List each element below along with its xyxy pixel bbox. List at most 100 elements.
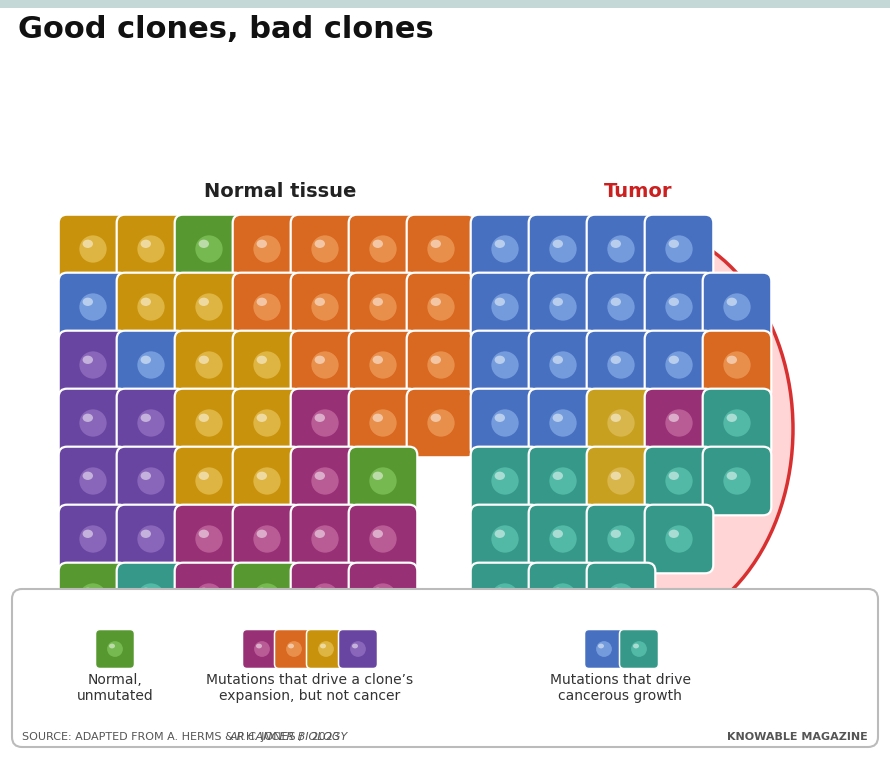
Ellipse shape — [83, 356, 93, 364]
Ellipse shape — [373, 356, 383, 364]
Ellipse shape — [312, 235, 339, 263]
Ellipse shape — [288, 644, 294, 648]
Ellipse shape — [633, 644, 639, 648]
FancyBboxPatch shape — [471, 215, 539, 283]
Text: Mutations that drive a clone’s
expansion, but not cancer: Mutations that drive a clone’s expansion… — [206, 673, 414, 703]
FancyBboxPatch shape — [291, 562, 360, 631]
Ellipse shape — [431, 298, 441, 306]
Ellipse shape — [373, 587, 383, 596]
FancyBboxPatch shape — [349, 215, 417, 283]
Ellipse shape — [83, 240, 93, 248]
Ellipse shape — [491, 525, 519, 553]
Ellipse shape — [553, 298, 563, 306]
Ellipse shape — [607, 584, 635, 611]
Ellipse shape — [312, 468, 339, 495]
Ellipse shape — [256, 587, 267, 596]
FancyBboxPatch shape — [529, 389, 597, 458]
Ellipse shape — [369, 351, 397, 379]
Ellipse shape — [198, 414, 209, 422]
FancyBboxPatch shape — [471, 331, 539, 399]
Ellipse shape — [596, 641, 612, 657]
FancyBboxPatch shape — [471, 389, 539, 458]
Ellipse shape — [373, 298, 383, 306]
FancyBboxPatch shape — [232, 505, 302, 573]
Ellipse shape — [631, 641, 647, 657]
FancyBboxPatch shape — [587, 389, 655, 458]
FancyBboxPatch shape — [407, 389, 475, 458]
Ellipse shape — [254, 409, 280, 436]
FancyBboxPatch shape — [174, 562, 243, 631]
Ellipse shape — [611, 471, 621, 480]
FancyBboxPatch shape — [529, 215, 597, 283]
Ellipse shape — [491, 235, 519, 263]
FancyBboxPatch shape — [117, 215, 185, 283]
Ellipse shape — [427, 235, 455, 263]
Ellipse shape — [549, 584, 577, 611]
Ellipse shape — [726, 298, 737, 306]
Ellipse shape — [198, 471, 209, 480]
Ellipse shape — [553, 587, 563, 596]
Text: 2023: 2023 — [309, 732, 340, 742]
Ellipse shape — [83, 414, 93, 422]
Ellipse shape — [314, 471, 325, 480]
FancyBboxPatch shape — [349, 331, 417, 399]
Ellipse shape — [726, 356, 737, 364]
FancyBboxPatch shape — [117, 272, 185, 342]
Text: Good clones, bad clones: Good clones, bad clones — [18, 15, 433, 44]
Ellipse shape — [79, 293, 107, 320]
FancyBboxPatch shape — [59, 447, 127, 515]
FancyBboxPatch shape — [407, 215, 475, 283]
Ellipse shape — [431, 414, 441, 422]
Ellipse shape — [141, 240, 151, 248]
FancyBboxPatch shape — [274, 629, 313, 669]
FancyBboxPatch shape — [306, 629, 345, 669]
Ellipse shape — [611, 356, 621, 364]
Ellipse shape — [195, 293, 222, 320]
Ellipse shape — [195, 525, 222, 553]
FancyBboxPatch shape — [12, 589, 878, 747]
Text: KNOWABLE MAGAZINE: KNOWABLE MAGAZINE — [727, 732, 868, 742]
Ellipse shape — [495, 530, 505, 538]
Ellipse shape — [137, 351, 165, 379]
Ellipse shape — [668, 530, 679, 538]
FancyBboxPatch shape — [174, 505, 243, 573]
Ellipse shape — [109, 644, 115, 648]
Ellipse shape — [369, 293, 397, 320]
Ellipse shape — [79, 584, 107, 611]
Ellipse shape — [668, 356, 679, 364]
Ellipse shape — [611, 587, 621, 596]
FancyBboxPatch shape — [587, 272, 655, 342]
Ellipse shape — [724, 351, 750, 379]
FancyBboxPatch shape — [619, 629, 659, 669]
Ellipse shape — [427, 409, 455, 436]
Ellipse shape — [491, 293, 519, 320]
Ellipse shape — [256, 240, 267, 248]
FancyBboxPatch shape — [174, 447, 243, 515]
FancyBboxPatch shape — [59, 505, 127, 573]
FancyBboxPatch shape — [232, 272, 302, 342]
Ellipse shape — [666, 468, 692, 495]
Ellipse shape — [549, 293, 577, 320]
FancyBboxPatch shape — [471, 272, 539, 342]
Ellipse shape — [427, 351, 455, 379]
FancyBboxPatch shape — [291, 505, 360, 573]
Ellipse shape — [549, 351, 577, 379]
FancyBboxPatch shape — [471, 505, 539, 573]
Ellipse shape — [83, 298, 93, 306]
Ellipse shape — [611, 530, 621, 538]
Ellipse shape — [369, 525, 397, 553]
Ellipse shape — [491, 409, 519, 436]
Ellipse shape — [141, 530, 151, 538]
Ellipse shape — [668, 471, 679, 480]
FancyBboxPatch shape — [529, 331, 597, 399]
Ellipse shape — [137, 235, 165, 263]
Ellipse shape — [473, 224, 793, 634]
Ellipse shape — [312, 409, 339, 436]
FancyBboxPatch shape — [471, 447, 539, 515]
Ellipse shape — [598, 644, 604, 648]
FancyBboxPatch shape — [232, 215, 302, 283]
FancyBboxPatch shape — [174, 389, 243, 458]
Ellipse shape — [79, 235, 107, 263]
FancyBboxPatch shape — [644, 505, 713, 573]
FancyBboxPatch shape — [117, 562, 185, 631]
